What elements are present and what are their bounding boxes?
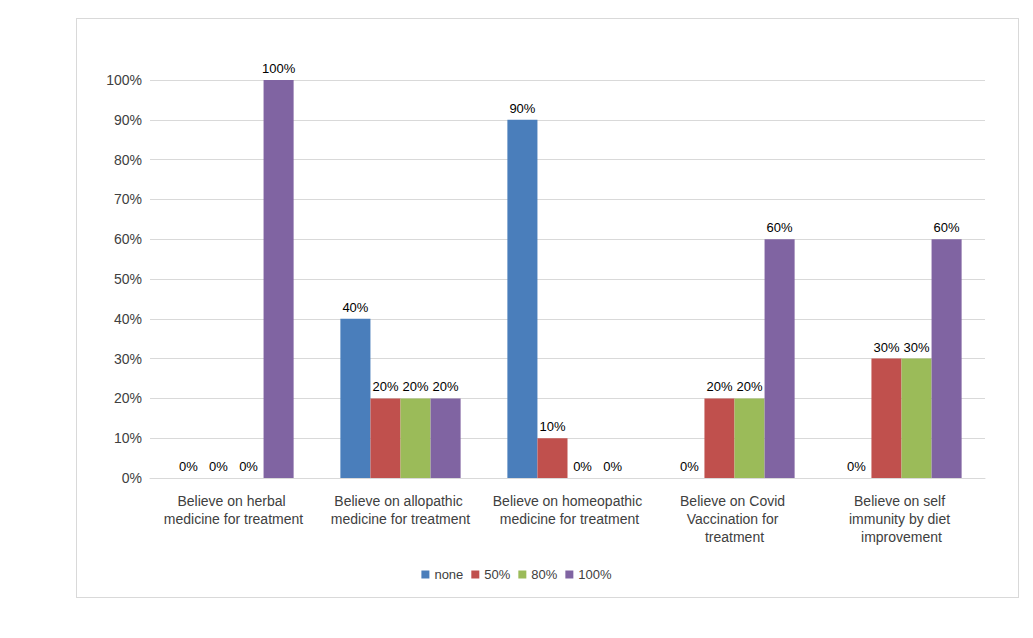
svg-text:Believe on herbal: Believe on herbal: [177, 493, 289, 509]
svg-text:100%: 100%: [106, 72, 142, 88]
svg-text:0%: 0%: [239, 459, 258, 474]
svg-text:40%: 40%: [114, 311, 142, 327]
svg-text:0%: 0%: [603, 459, 622, 474]
svg-text:20%: 20%: [114, 390, 142, 406]
svg-text:treatment: treatment: [705, 529, 764, 545]
svg-text:80%: 80%: [114, 152, 142, 168]
svg-text:0%: 0%: [209, 459, 228, 474]
svg-text:Believe on homeopathic: Believe on homeopathic: [493, 493, 642, 509]
svg-text:80%: 80%: [531, 567, 557, 582]
svg-text:Vaccination for: Vaccination for: [687, 511, 782, 527]
svg-text:Believe on self: Believe on self: [854, 493, 949, 509]
svg-text:60%: 60%: [767, 220, 793, 235]
svg-text:20%: 20%: [433, 379, 459, 394]
svg-text:30%: 30%: [904, 340, 930, 355]
svg-text:10%: 10%: [114, 430, 142, 446]
svg-text:30%: 30%: [114, 351, 142, 367]
svg-text:50%: 50%: [484, 567, 510, 582]
svg-text:0%: 0%: [847, 459, 866, 474]
svg-text:medicine for treatment: medicine for treatment: [331, 511, 470, 527]
svg-text:50%: 50%: [114, 271, 142, 287]
svg-text:medicine for treatment: medicine for treatment: [496, 511, 639, 527]
svg-text:90%: 90%: [509, 101, 535, 116]
svg-text:0%: 0%: [179, 459, 198, 474]
svg-text:100%: 100%: [262, 61, 296, 76]
svg-text:70%: 70%: [114, 191, 142, 207]
svg-text:60%: 60%: [934, 220, 960, 235]
svg-text:20%: 20%: [737, 379, 763, 394]
svg-text:medicine for treatment: medicine for treatment: [164, 511, 303, 527]
svg-text:none: none: [434, 567, 463, 582]
svg-text:90%: 90%: [114, 112, 142, 128]
svg-text:0%: 0%: [680, 459, 699, 474]
svg-text:Believe on allopathic: Believe on allopathic: [334, 493, 466, 509]
svg-text:20%: 20%: [372, 379, 398, 394]
svg-text:30%: 30%: [873, 340, 899, 355]
svg-text:10%: 10%: [539, 419, 565, 434]
svg-text:Believe on Covid: Believe on Covid: [680, 493, 789, 509]
svg-text:20%: 20%: [706, 379, 732, 394]
svg-text:immunity by diet: immunity by diet: [849, 511, 954, 527]
svg-text:100%: 100%: [578, 567, 612, 582]
svg-text:improvement: improvement: [861, 529, 942, 545]
svg-text:60%: 60%: [114, 231, 142, 247]
svg-text:0%: 0%: [573, 459, 592, 474]
svg-text:20%: 20%: [403, 379, 429, 394]
svg-text:0%: 0%: [122, 470, 142, 486]
svg-text:40%: 40%: [342, 300, 368, 315]
